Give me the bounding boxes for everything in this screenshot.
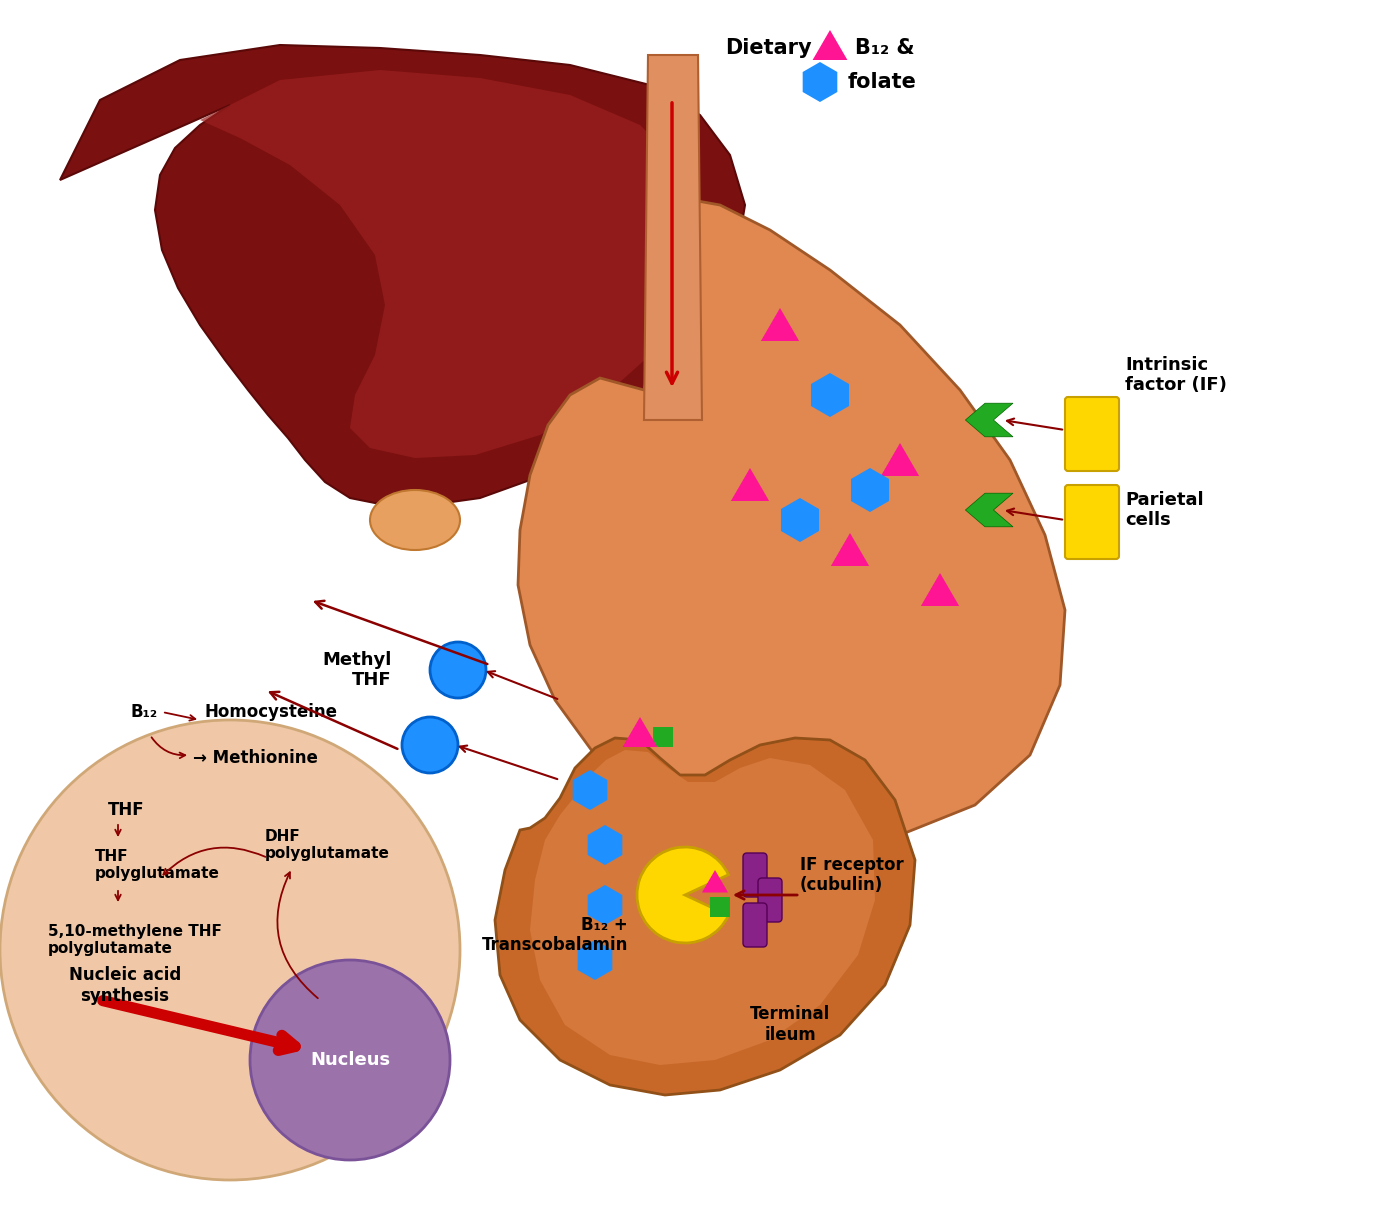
Polygon shape <box>831 532 870 566</box>
Text: Methyl
THF: Methyl THF <box>322 651 391 690</box>
Text: Parietal
cells: Parietal cells <box>1124 490 1203 530</box>
Polygon shape <box>802 62 838 102</box>
Polygon shape <box>495 738 915 1095</box>
Text: B₁₂ &: B₁₂ & <box>854 38 915 58</box>
FancyBboxPatch shape <box>758 878 781 922</box>
Polygon shape <box>966 403 1013 437</box>
Circle shape <box>0 720 460 1180</box>
Text: 5,10-methylene THF
polyglutamate: 5,10-methylene THF polyglutamate <box>48 923 222 956</box>
Polygon shape <box>810 373 849 417</box>
Circle shape <box>402 718 457 773</box>
FancyBboxPatch shape <box>743 903 768 947</box>
Text: → Methionine: → Methionine <box>193 749 318 767</box>
Text: IF receptor
(cubulin): IF receptor (cubulin) <box>801 855 904 894</box>
Polygon shape <box>587 885 623 924</box>
Polygon shape <box>761 309 799 341</box>
Text: Homocysteine: Homocysteine <box>205 703 338 721</box>
Polygon shape <box>573 770 608 809</box>
Polygon shape <box>518 200 1065 845</box>
Polygon shape <box>577 940 612 980</box>
Polygon shape <box>881 443 919 476</box>
Polygon shape <box>730 468 769 501</box>
Text: folate: folate <box>847 73 916 92</box>
Circle shape <box>249 960 451 1160</box>
Wedge shape <box>637 847 729 943</box>
Text: Intrinsic
factor (IF): Intrinsic factor (IF) <box>1124 356 1226 394</box>
Polygon shape <box>921 574 959 606</box>
Circle shape <box>430 643 486 698</box>
Text: Dietary: Dietary <box>725 38 812 58</box>
FancyBboxPatch shape <box>1065 397 1119 471</box>
Text: THF: THF <box>107 801 145 819</box>
Polygon shape <box>623 718 657 747</box>
Text: DHF
polyglutamate: DHF polyglutamate <box>265 829 390 862</box>
Polygon shape <box>587 825 623 865</box>
FancyBboxPatch shape <box>1065 485 1119 559</box>
Polygon shape <box>701 870 728 893</box>
Text: Terminal
ileum: Terminal ileum <box>750 1006 830 1044</box>
Text: THF
polyglutamate: THF polyglutamate <box>95 848 220 881</box>
Text: B₁₂ +
Transcobalamin: B₁₂ + Transcobalamin <box>482 916 628 955</box>
FancyBboxPatch shape <box>743 853 768 897</box>
Text: Nucleus: Nucleus <box>310 1051 390 1068</box>
Polygon shape <box>531 750 875 1065</box>
Text: Nucleic acid
synthesis: Nucleic acid synthesis <box>69 967 181 1006</box>
Polygon shape <box>200 70 700 459</box>
Polygon shape <box>710 897 730 917</box>
Polygon shape <box>813 30 847 60</box>
Polygon shape <box>61 45 745 505</box>
Polygon shape <box>644 54 701 420</box>
Polygon shape <box>852 468 889 512</box>
Text: B₁₂: B₁₂ <box>130 703 157 721</box>
Polygon shape <box>966 494 1013 526</box>
Ellipse shape <box>371 490 460 551</box>
Polygon shape <box>781 499 819 542</box>
Polygon shape <box>653 727 672 747</box>
